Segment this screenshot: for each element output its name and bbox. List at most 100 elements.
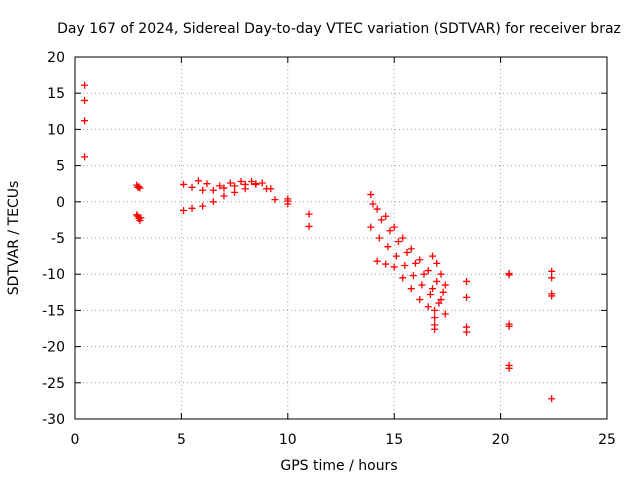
data-point bbox=[180, 206, 188, 214]
data-point bbox=[258, 179, 266, 187]
data-point bbox=[135, 183, 143, 191]
data-point bbox=[81, 96, 89, 104]
data-point bbox=[439, 288, 447, 296]
data-point bbox=[431, 306, 439, 314]
data-point bbox=[377, 216, 385, 224]
data-point bbox=[367, 191, 375, 199]
data-point bbox=[81, 117, 89, 125]
data-point bbox=[231, 188, 239, 196]
y-tick-label: 10 bbox=[47, 122, 65, 138]
data-point bbox=[373, 205, 381, 213]
data-point bbox=[505, 322, 513, 330]
x-tick-label: 5 bbox=[177, 432, 186, 448]
data-point bbox=[437, 296, 445, 304]
data-point bbox=[305, 222, 313, 230]
data-point bbox=[203, 180, 211, 188]
data-point bbox=[382, 260, 390, 268]
data-point bbox=[188, 204, 196, 212]
data-point bbox=[411, 259, 419, 267]
data-point bbox=[435, 299, 443, 307]
data-point bbox=[231, 182, 239, 190]
y-tick-label: -30 bbox=[42, 412, 65, 428]
x-tick-label: 20 bbox=[492, 432, 510, 448]
data-point bbox=[248, 178, 256, 186]
data-point bbox=[369, 200, 377, 208]
x-axis-label: GPS time / hours bbox=[280, 458, 397, 474]
data-point bbox=[433, 277, 441, 285]
y-tick-label: -20 bbox=[42, 340, 65, 356]
data-point bbox=[505, 271, 513, 279]
data-point bbox=[136, 184, 144, 192]
data-point bbox=[137, 214, 145, 222]
data-point bbox=[429, 285, 437, 293]
data-point bbox=[386, 227, 394, 235]
data-point bbox=[418, 281, 426, 289]
y-tick-label: -25 bbox=[42, 376, 65, 392]
data-point bbox=[284, 200, 292, 208]
data-point bbox=[463, 328, 471, 336]
data-point bbox=[399, 274, 407, 282]
data-point bbox=[390, 263, 398, 271]
data-point bbox=[463, 277, 471, 285]
y-tick-label: 5 bbox=[56, 159, 65, 175]
data-point bbox=[394, 238, 402, 246]
data-point bbox=[431, 314, 439, 322]
data-point bbox=[416, 296, 424, 304]
chart-title: Day 167 of 2024, Sidereal Day-to-day VTE… bbox=[57, 21, 621, 37]
grid bbox=[75, 57, 607, 419]
data-point bbox=[180, 180, 188, 188]
data-point bbox=[426, 290, 434, 298]
data-point bbox=[271, 196, 279, 204]
data-point bbox=[81, 81, 89, 89]
data-point bbox=[407, 245, 415, 253]
data-point bbox=[548, 395, 556, 403]
data-point bbox=[431, 325, 439, 333]
data-point bbox=[505, 364, 513, 372]
data-point bbox=[216, 182, 224, 190]
data-point bbox=[209, 186, 217, 194]
data-point bbox=[463, 293, 471, 301]
data-point bbox=[237, 178, 245, 186]
x-tick-label: 15 bbox=[385, 432, 403, 448]
plot-frame bbox=[74, 56, 608, 420]
x-tick-label: 25 bbox=[598, 432, 616, 448]
data-point bbox=[373, 257, 381, 265]
data-point bbox=[220, 192, 228, 200]
data-point bbox=[382, 212, 390, 220]
data-point bbox=[194, 177, 202, 185]
data-point bbox=[226, 179, 234, 187]
y-tick-label: -5 bbox=[51, 231, 65, 247]
data-point bbox=[390, 223, 398, 231]
y-tick-label: -10 bbox=[42, 267, 65, 283]
data-point bbox=[433, 259, 441, 267]
data-point bbox=[548, 292, 556, 300]
data-point bbox=[437, 270, 445, 278]
data-point bbox=[305, 210, 313, 218]
data-point bbox=[420, 270, 428, 278]
data-point bbox=[416, 256, 424, 264]
data-point bbox=[392, 252, 400, 260]
data-point bbox=[209, 198, 217, 206]
data-point bbox=[401, 262, 409, 270]
data-point bbox=[188, 183, 196, 191]
y-tick-label: 0 bbox=[56, 195, 65, 211]
x-tick-label: 10 bbox=[279, 432, 297, 448]
data-point bbox=[384, 243, 392, 251]
data-point bbox=[199, 202, 207, 210]
data-points bbox=[81, 81, 556, 403]
data-point bbox=[267, 185, 275, 193]
data-point bbox=[424, 267, 432, 275]
data-point bbox=[375, 234, 383, 242]
data-point bbox=[441, 310, 449, 318]
data-point bbox=[548, 267, 556, 275]
data-point bbox=[424, 303, 432, 311]
data-point bbox=[399, 234, 407, 242]
y-axis-label: SDTVAR / TECUs bbox=[6, 181, 22, 296]
data-point bbox=[407, 285, 415, 293]
data-point bbox=[133, 211, 141, 219]
x-tick-label: 0 bbox=[71, 432, 80, 448]
data-point bbox=[403, 248, 411, 256]
data-point bbox=[81, 153, 89, 161]
data-point bbox=[367, 223, 375, 231]
